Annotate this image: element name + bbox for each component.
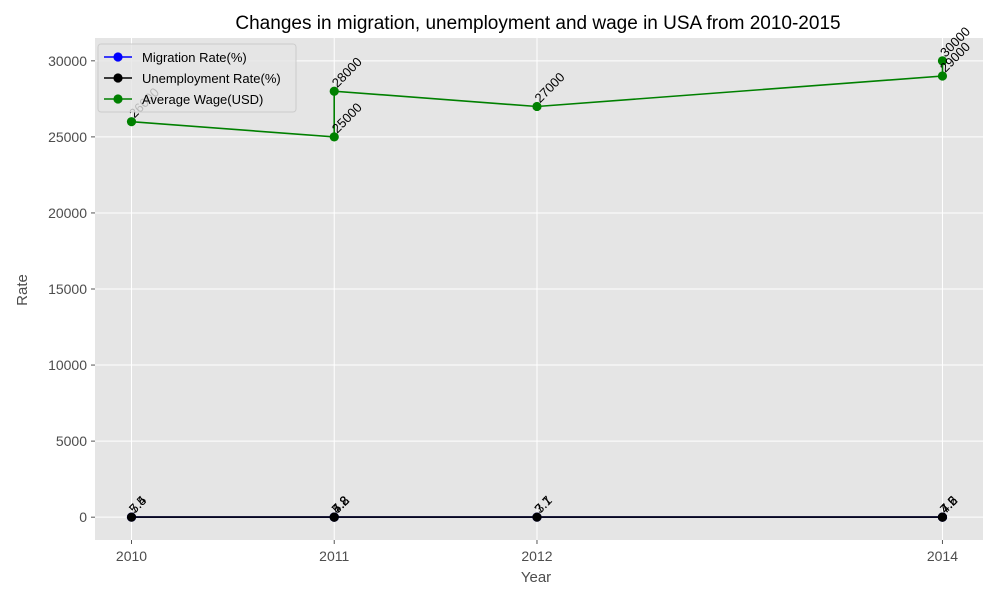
y-tick-label: 30000 xyxy=(48,53,87,69)
legend-marker xyxy=(113,73,123,83)
data-point xyxy=(126,512,137,522)
data-point xyxy=(329,132,339,142)
legend-entry: Unemployment Rate(%) xyxy=(104,71,281,86)
x-axis-ticks: 2010 2011 2012 2014 xyxy=(116,540,958,564)
legend: Migration Rate(%) Unemployment Rate(%) Ave… xyxy=(97,43,297,113)
y-tick-label: 10000 xyxy=(48,357,87,373)
x-axis-title: Year xyxy=(521,569,551,586)
x-tick-label: 2010 xyxy=(116,548,147,564)
x-tick-label: 2014 xyxy=(927,548,958,564)
y-tick-label: 25000 xyxy=(48,129,87,145)
x-tick-label: 2011 xyxy=(319,548,349,564)
legend-marker xyxy=(113,52,123,62)
chart-title: Changes in migration, unemployment and w… xyxy=(235,13,840,34)
y-tick-label: 0 xyxy=(79,509,87,525)
x-tick-label: 2012 xyxy=(521,548,552,564)
data-point xyxy=(532,101,542,112)
series-layer xyxy=(126,56,948,522)
data-point xyxy=(126,117,137,127)
y-tick-label: 15000 xyxy=(48,281,87,297)
data-point xyxy=(937,71,948,81)
y-axis-ticks: 0 5000 10000 15000 20000 25000 30000 xyxy=(48,53,95,525)
legend-box xyxy=(97,43,297,113)
data-point xyxy=(532,512,542,522)
data-point xyxy=(937,512,948,522)
legend-marker xyxy=(113,94,123,104)
data-point xyxy=(329,512,339,522)
y-tick-label: 20000 xyxy=(48,205,87,221)
legend-entry: Average Wage(USD) xyxy=(104,92,263,107)
y-axis-title: Rate xyxy=(14,274,31,306)
data-point xyxy=(329,86,339,96)
y-tick-label: 5000 xyxy=(56,433,87,449)
legend-label: Migration Rate(%) xyxy=(142,50,247,65)
legend-entry: Migration Rate(%) xyxy=(104,50,247,65)
data-point xyxy=(937,56,948,66)
legend-label: Average Wage(USD) xyxy=(142,92,263,107)
legend-label: Unemployment Rate(%) xyxy=(142,71,281,86)
series-2 xyxy=(126,512,948,522)
series-3 xyxy=(126,56,948,142)
